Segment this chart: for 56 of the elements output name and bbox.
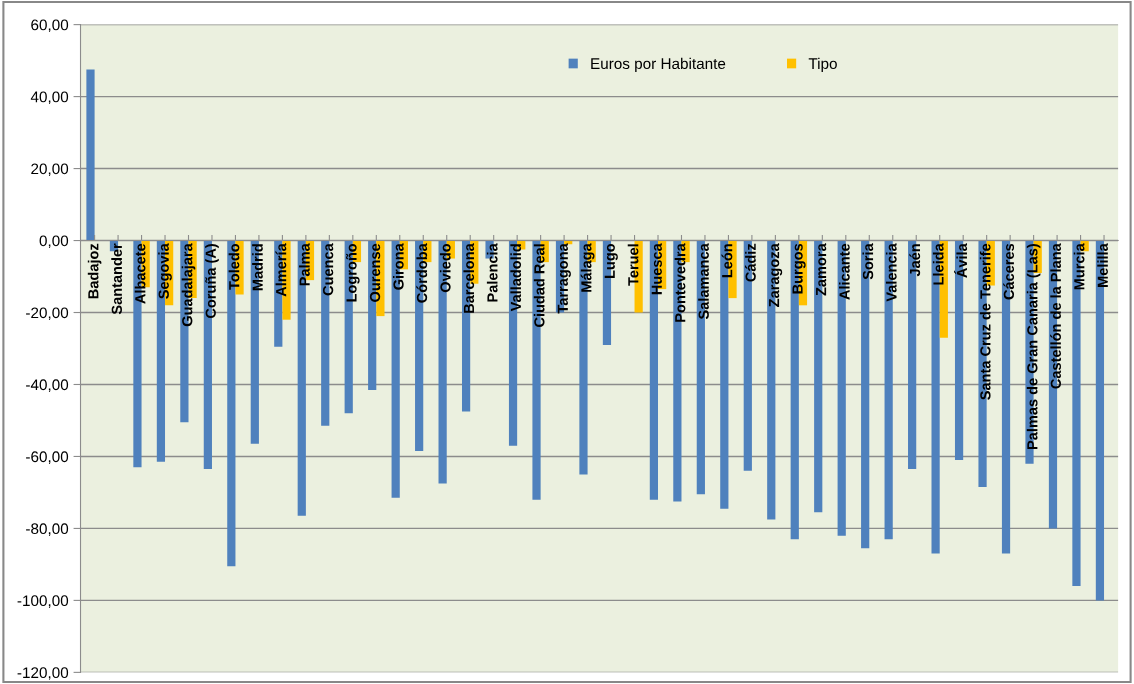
x-tick-label: Lleida bbox=[932, 243, 944, 285]
x-tick-label: Jaén bbox=[909, 244, 921, 277]
x-tick-label: Pontevedra bbox=[674, 243, 686, 322]
legend-label: Tipo bbox=[808, 57, 837, 73]
x-tick-label: Barcelona bbox=[463, 243, 475, 313]
x-tick-label: Lugo bbox=[604, 243, 618, 278]
x-tick-label: Palmas de Gran Canaria (Las) bbox=[1026, 244, 1041, 450]
x-tick-label: León bbox=[721, 244, 733, 278]
y-tick-label: 20,00 bbox=[31, 163, 69, 177]
y-tick-label: -60,00 bbox=[26, 451, 69, 464]
x-tick-label: Santa Cruz de Tenerife bbox=[979, 243, 991, 400]
x-tick-label: Salamanca bbox=[698, 243, 709, 320]
x-tick-label: Coruña (A) bbox=[205, 244, 219, 319]
y-tick-label: 60,00 bbox=[31, 19, 69, 33]
x-tick-label: Albacete bbox=[134, 243, 146, 304]
x-tick-label: Madrid bbox=[252, 244, 263, 291]
x-tick-label: Oviedo bbox=[439, 243, 451, 293]
x-tick-label: Valencia bbox=[885, 243, 897, 302]
x-tick-label: Ourense bbox=[369, 243, 381, 302]
x-tick-label: Castellón de la Plana bbox=[1050, 243, 1061, 389]
x-tick-label: Zaragoza bbox=[769, 243, 783, 307]
x-tick-label: Cuenca bbox=[322, 243, 334, 296]
y-tick-label: -100,00 bbox=[17, 595, 69, 608]
y-tick-label: -20,00 bbox=[26, 307, 69, 320]
x-tick-label: Soria bbox=[862, 243, 874, 280]
x-tick-label: Almería bbox=[275, 243, 287, 297]
x-tick-label: Cáceres bbox=[1003, 243, 1015, 300]
y-tick-label: -40,00 bbox=[26, 379, 69, 392]
x-tick-label: Guadalajara bbox=[181, 243, 196, 327]
x-tick-label: Segovia bbox=[158, 243, 172, 299]
x-tick-label: Badajoz bbox=[87, 243, 102, 299]
y-tick-label: -120,00 bbox=[17, 667, 69, 680]
x-tick-label: Teruel bbox=[627, 244, 639, 286]
x-tick-label: Alicante bbox=[839, 243, 850, 300]
x-tick-label: Palencia bbox=[486, 243, 498, 302]
x-tick-label: Málaga bbox=[580, 243, 595, 292]
x-tick-label: Logroño bbox=[346, 243, 360, 302]
y-tick-label: 0,00 bbox=[39, 235, 69, 249]
x-tick-label: Tarragona bbox=[557, 243, 571, 314]
x-tick-label: Huesca bbox=[651, 243, 662, 295]
x-tick-label: Melilla bbox=[1097, 243, 1108, 287]
y-tick-label: -80,00 bbox=[26, 523, 69, 536]
legend-label: Euros por Habitante bbox=[591, 57, 726, 73]
x-tick-label: Santander bbox=[111, 243, 122, 315]
x-tick-label: Murcia bbox=[1073, 243, 1085, 290]
x-tick-label: Burgos bbox=[792, 243, 806, 294]
x-tick-label: Palma bbox=[299, 243, 310, 286]
y-tick-label: 40,00 bbox=[30, 91, 69, 105]
x-tick-label: Córdoba bbox=[416, 243, 428, 303]
x-tick-label: Valladolid bbox=[510, 244, 522, 312]
x-tick-label: Cádiz bbox=[744, 243, 756, 282]
x-tick-label: Zamora bbox=[816, 243, 827, 296]
x-tick-label: Toledo bbox=[228, 243, 240, 290]
x-tick-label: Ciudad Real bbox=[533, 244, 545, 327]
x-tick-label: Ávila bbox=[954, 243, 968, 278]
x-tick-label: Girona bbox=[392, 243, 404, 290]
